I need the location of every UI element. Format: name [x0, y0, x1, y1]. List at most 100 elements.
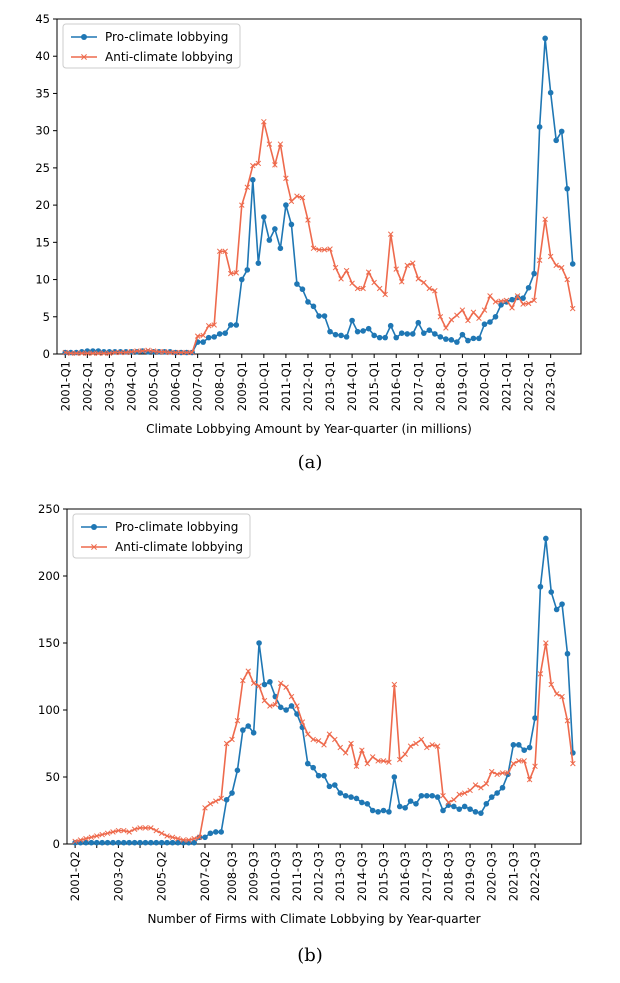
plot-frame-a — [56, 18, 582, 355]
x-marker-stroke — [134, 348, 140, 354]
x-marker-stroke — [364, 760, 371, 767]
x-marker-stroke — [283, 684, 289, 690]
data-point-anti-a — [255, 160, 262, 167]
data-point-anti-b — [218, 795, 224, 802]
data-point-pro-a — [569, 261, 576, 267]
data-point-anti-b — [461, 790, 468, 796]
data-point-anti-b — [321, 742, 327, 748]
data-point-anti-b — [391, 681, 398, 688]
data-point-pro-b — [386, 809, 392, 815]
data-point-pro-a — [299, 286, 306, 293]
data-point-pro-a — [525, 284, 532, 291]
x-marker-stroke — [227, 270, 234, 277]
data-point-pro-a — [244, 267, 251, 273]
data-point-anti-b — [77, 837, 84, 843]
y-tick-label-b: 0 — [53, 837, 60, 851]
x-marker-stroke — [112, 349, 118, 356]
x-marker-stroke — [520, 301, 526, 307]
y-tick-label-b: 50 — [45, 770, 60, 784]
data-point-pro-b — [488, 794, 495, 800]
data-point-anti-b — [353, 763, 360, 770]
x-marker-stroke — [169, 834, 176, 841]
data-point-anti-a — [321, 247, 328, 253]
x-marker-stroke — [316, 247, 322, 253]
data-point-anti-a — [288, 198, 295, 205]
data-point-anti-b — [359, 747, 365, 753]
data-point-anti-b — [164, 833, 170, 839]
x-tick-label-a: 2009-Q1 — [235, 361, 249, 411]
data-point-anti-a — [376, 285, 383, 292]
x-tick-label-a: 2013-Q1 — [323, 361, 337, 411]
data-point-anti-b — [332, 736, 338, 743]
data-point-anti-a — [156, 349, 162, 355]
x-marker-stroke — [498, 298, 504, 304]
data-point-pro-b — [212, 829, 219, 835]
data-point-anti-a — [393, 266, 399, 272]
x-marker-stroke — [213, 798, 219, 804]
data-point-anti-b — [245, 668, 252, 674]
data-point-pro-b — [564, 650, 571, 657]
data-point-pro-b — [277, 704, 284, 711]
x-axis-title-b: Number of Firms with Climate Lobbying by… — [147, 912, 480, 926]
data-point-pro-b — [342, 792, 349, 799]
data-point-anti-b — [483, 780, 490, 787]
x-marker-stroke — [532, 763, 538, 770]
data-point-pro-b — [396, 803, 403, 810]
data-point-pro-b — [234, 767, 241, 774]
x-marker-stroke — [121, 827, 127, 834]
data-point-pro-a — [365, 325, 372, 332]
x-tick-label-b: 2001-Q2 — [68, 851, 82, 901]
data-point-pro-b — [131, 839, 138, 846]
chart-panel-b: 0 50 100 150 200 250 2001-Q2 2003-Q2 2005-Q2 2007… — [0, 492, 620, 980]
y-tick-label-a: 10 — [35, 273, 50, 287]
data-point-pro-a — [371, 332, 377, 339]
x-tick-label-a: 2005-Q1 — [147, 361, 161, 411]
x-tick-label-a: 2021-Q1 — [500, 361, 514, 411]
x-marker-stroke — [261, 697, 268, 704]
data-point-pro-b — [407, 798, 414, 804]
x-marker-stroke — [476, 315, 482, 322]
x-marker-stroke — [456, 791, 463, 798]
data-point-anti-a — [123, 349, 129, 356]
data-point-anti-a — [432, 287, 438, 294]
data-point-anti-b — [364, 760, 371, 767]
x-marker-stroke — [183, 349, 190, 356]
data-point-pro-b — [559, 601, 565, 607]
x-marker-stroke — [101, 350, 107, 357]
x-marker-stroke — [79, 350, 85, 357]
x-marker-stroke — [564, 276, 570, 283]
data-point-anti-b — [467, 787, 473, 794]
data-point-anti-a — [194, 333, 201, 339]
x-marker-stroke — [570, 760, 576, 767]
data-point-pro-b — [175, 839, 181, 846]
x-marker-stroke — [68, 350, 74, 357]
data-point-anti-a — [398, 279, 405, 285]
data-point-anti-a — [349, 280, 355, 287]
data-point-pro-a — [432, 331, 438, 337]
x-marker-stroke — [294, 193, 300, 199]
data-point-pro-a — [255, 260, 262, 266]
x-marker-stroke — [398, 279, 405, 285]
data-point-anti-b — [137, 825, 143, 831]
x-tick-label-b: 2003-Q2 — [111, 851, 125, 901]
x-marker-stroke — [175, 835, 181, 842]
x-marker-stroke — [380, 758, 387, 764]
x-marker-stroke — [542, 216, 548, 223]
x-marker-stroke — [272, 162, 278, 168]
x-marker-stroke — [117, 349, 124, 356]
data-point-anti-a — [250, 162, 256, 169]
x-tick-label-a: 2019-Q1 — [455, 361, 469, 411]
data-point-anti-b — [386, 759, 392, 766]
x-marker-stroke — [404, 262, 411, 269]
x-marker-stroke — [222, 248, 228, 255]
data-point-pro-b — [434, 794, 441, 800]
data-point-anti-a — [222, 248, 228, 255]
data-point-anti-b — [169, 834, 176, 841]
x-marker-stroke — [216, 248, 223, 255]
x-marker-stroke — [145, 347, 151, 354]
data-point-anti-a — [316, 247, 322, 253]
data-point-pro-a — [415, 319, 422, 326]
data-point-pro-a — [398, 330, 405, 336]
x-tick-label-b: 2011-Q3 — [290, 851, 304, 901]
x-marker-stroke — [553, 262, 559, 269]
